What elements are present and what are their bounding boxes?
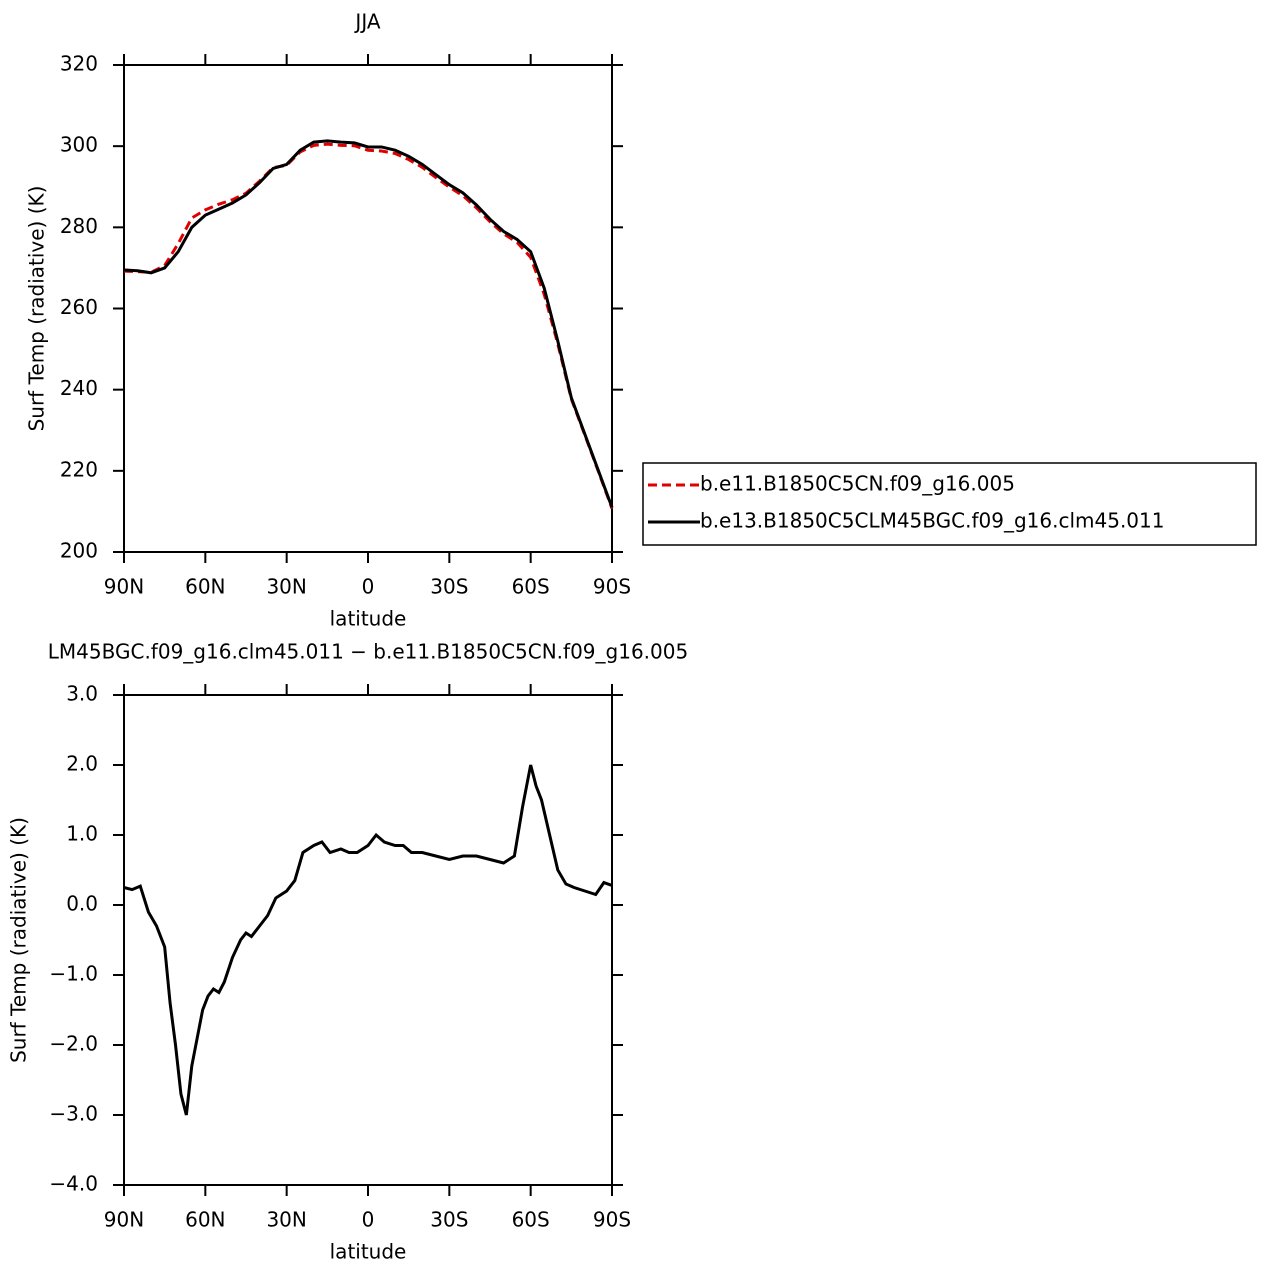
y-axis-label: Surf Temp (radiative) (K): [7, 817, 31, 1063]
x-tick-label: 30N: [266, 575, 306, 599]
y-tick-label: −3.0: [49, 1102, 98, 1126]
data-line: [123, 139, 614, 508]
y-tick-label: −2.0: [49, 1032, 98, 1056]
x-tick-label: 60N: [185, 575, 225, 599]
y-tick-label: 200: [60, 539, 98, 563]
y-tick-label: 220: [60, 457, 98, 481]
x-tick-label: 90N: [104, 1208, 144, 1232]
x-tick-label: 60S: [512, 575, 550, 599]
y-tick-label: 0.0: [66, 892, 98, 916]
y-tick-label: 3.0: [66, 682, 98, 706]
x-tick-label: 60S: [512, 1208, 550, 1232]
y-tick-label: 280: [60, 214, 98, 238]
y-tick-label: 320: [60, 52, 98, 76]
x-tick-label: 90S: [593, 575, 631, 599]
data-line: [123, 142, 614, 510]
legend-box: [642, 462, 1257, 546]
y-axis-label: Surf Temp (radiative) (K): [25, 186, 49, 432]
chart-title: LM45BGC.f09_g16.clm45.011 − b.e11.B1850C…: [48, 640, 688, 664]
legend-label: b.e13.B1850C5CLM45BGC.f09_g16.clm45.011: [700, 509, 1164, 533]
x-axis-label: latitude: [330, 1240, 407, 1264]
x-tick-label: 30N: [266, 1208, 306, 1232]
x-tick-label: 90N: [104, 575, 144, 599]
y-tick-label: 1.0: [66, 822, 98, 846]
y-tick-label: 300: [60, 133, 98, 157]
y-tick-label: 260: [60, 295, 98, 319]
x-tick-label: 90S: [593, 1208, 631, 1232]
data-line: [123, 764, 613, 1116]
x-tick-label: 30S: [430, 575, 468, 599]
y-tick-label: 240: [60, 376, 98, 400]
y-tick-label: −4.0: [49, 1172, 98, 1196]
x-tick-label: 60N: [185, 1208, 225, 1232]
plot-frame: [123, 64, 613, 553]
x-tick-label: 30S: [430, 1208, 468, 1232]
legend-label: b.e11.B1850C5CN.f09_g16.005: [700, 472, 1015, 496]
chart-title: JJA: [353, 10, 380, 34]
x-tick-label: 0: [362, 1208, 375, 1232]
y-tick-label: −1.0: [49, 962, 98, 986]
x-tick-label: 0: [362, 575, 375, 599]
x-axis-label: latitude: [330, 607, 407, 631]
y-tick-label: 2.0: [66, 752, 98, 776]
plot-frame: [123, 694, 613, 1186]
